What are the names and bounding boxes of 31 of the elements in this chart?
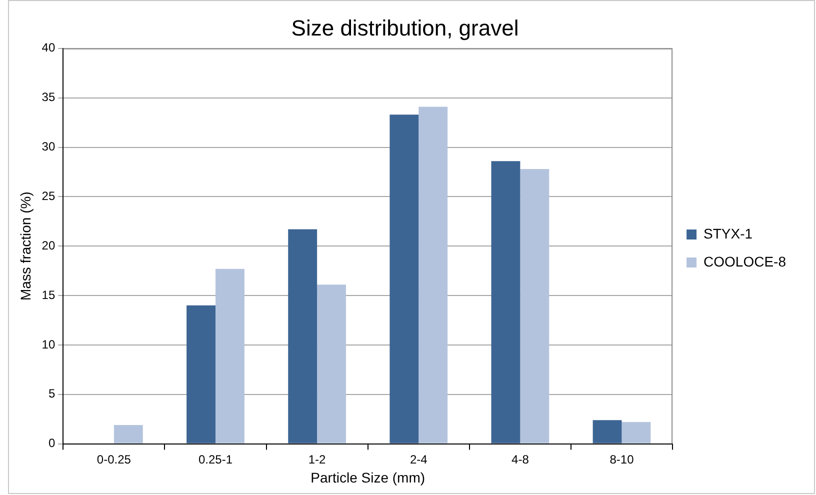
bar bbox=[186, 305, 216, 444]
bar bbox=[520, 168, 550, 444]
legend-label: COOLOCE-8 bbox=[704, 253, 786, 270]
y-tick-label: 5 bbox=[48, 386, 56, 401]
y-axis-title: Mass fraction (%) bbox=[17, 192, 34, 301]
x-tick-label: 0.25-1 bbox=[198, 452, 233, 466]
chart-title: Size distribution, gravel bbox=[291, 15, 519, 40]
y-tick-label: 20 bbox=[42, 238, 56, 252]
y-tick-label: 10 bbox=[42, 337, 56, 352]
bar bbox=[215, 268, 244, 444]
x-tick-label: 4-8 bbox=[512, 452, 530, 466]
bar bbox=[491, 161, 520, 444]
x-tick-label: 2-4 bbox=[410, 452, 428, 466]
y-tick-label: 30 bbox=[42, 140, 56, 154]
y-tick-label: 15 bbox=[42, 288, 56, 302]
y-tick-label: 40 bbox=[42, 40, 56, 55]
bar bbox=[288, 229, 318, 444]
bar bbox=[622, 422, 651, 444]
x-tick-label: 8-10 bbox=[610, 452, 634, 466]
bar bbox=[418, 106, 448, 444]
x-axis-title: Particle Size (mm) bbox=[310, 469, 426, 486]
y-tick-label: 35 bbox=[42, 90, 56, 104]
y-tick-label: 25 bbox=[42, 188, 56, 203]
x-tick-label: 0-0.25 bbox=[96, 452, 132, 466]
bar bbox=[317, 284, 346, 444]
legend-label: STYX-1 bbox=[704, 225, 753, 242]
bar bbox=[390, 114, 419, 444]
bar bbox=[114, 425, 143, 444]
y-tick-label: 0 bbox=[48, 436, 56, 450]
bar bbox=[592, 420, 622, 444]
x-tick-label: 1-2 bbox=[308, 452, 326, 466]
